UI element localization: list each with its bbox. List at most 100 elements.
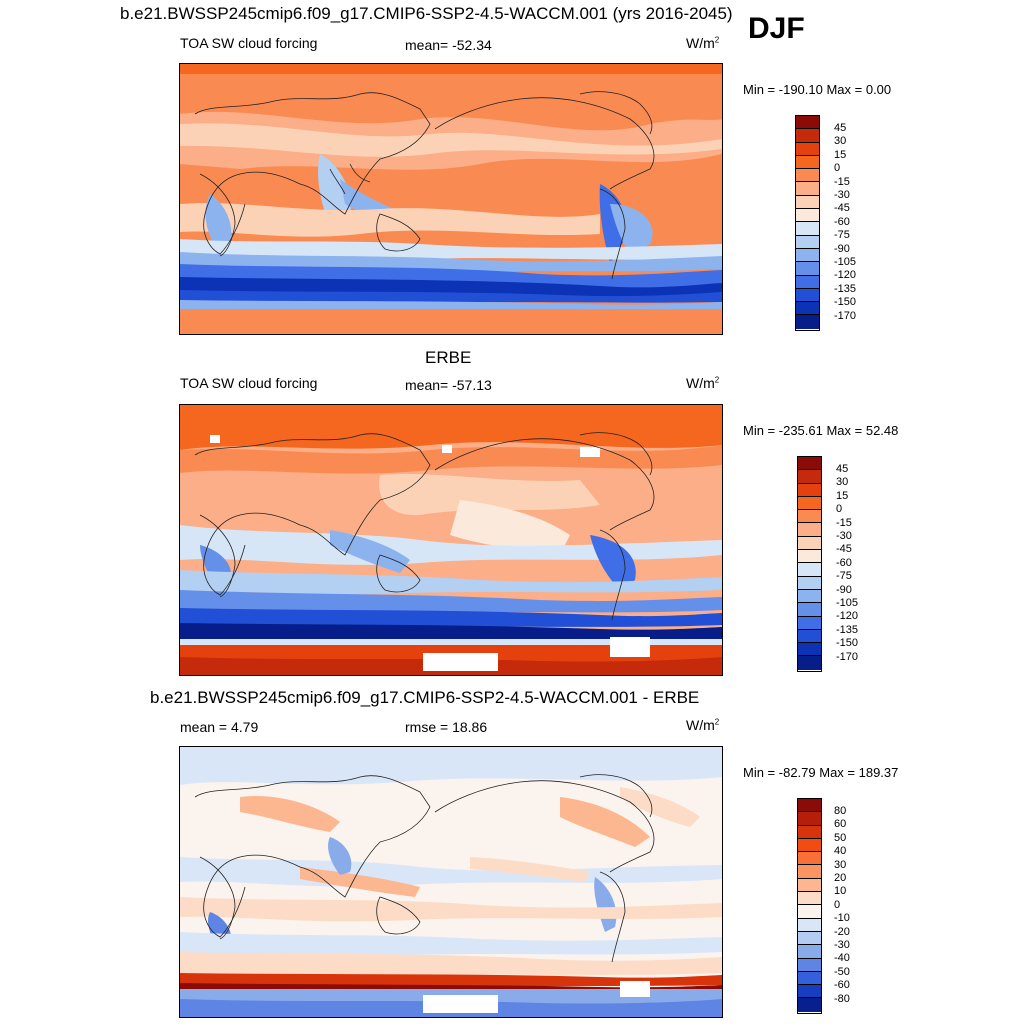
colorbar-tick-label: 45 <box>834 122 847 134</box>
panel2-variable-label: TOA SW cloud forcing <box>180 375 318 391</box>
colorbar-tick-label: -30 <box>834 189 850 201</box>
colorbar-tick-label: 15 <box>834 148 847 161</box>
panel2-units: W/m2 <box>686 375 720 391</box>
panel2-minmax: Min = -235.61 Max = 52.48 <box>743 423 899 438</box>
colorbar-swatch <box>796 302 819 316</box>
colorbar-swatch <box>796 262 819 276</box>
colorbar-swatch <box>798 852 821 866</box>
colorbar-tick-label: -135 <box>834 282 857 295</box>
colorbar-tick-label: -120 <box>836 610 859 623</box>
colorbar-swatch <box>798 563 821 577</box>
colorbar-tick-label: -45 <box>836 543 852 556</box>
panel1-variable-label: TOA SW cloud forcing <box>180 35 318 51</box>
colorbar-swatch <box>796 235 819 249</box>
colorbar-tick-label: -15 <box>834 175 850 188</box>
panel3-title: b.e21.BWSSP245cmip6.f09_g17.CMIP6-SSP2-4… <box>150 688 700 707</box>
colorbar-swatch <box>796 195 819 210</box>
colorbar-tick-label: -45 <box>834 202 850 215</box>
colorbar-tick-label: -50 <box>834 965 850 978</box>
colorbar-swatch <box>798 971 821 986</box>
colorbar-swatch <box>798 918 821 932</box>
panel2-title: ERBE <box>425 348 472 367</box>
colorbar-tick-label: -60 <box>834 215 850 228</box>
colorbar-tick-label: 40 <box>834 845 847 858</box>
colorbar-tick-label: -80 <box>834 992 850 1005</box>
colorbar-tick-label: -105 <box>834 256 857 268</box>
colorbar-tick-label: 50 <box>834 831 847 844</box>
colorbar-swatch <box>796 222 819 236</box>
colorbar-swatch <box>798 892 821 906</box>
colorbar-swatch <box>798 998 821 1012</box>
colorbar-tick-label: -90 <box>836 583 852 596</box>
colorbar-tick-label: -150 <box>834 296 857 309</box>
colorbar-tick-label: 30 <box>834 135 847 148</box>
colorbar-swatch <box>798 825 821 839</box>
colorbar-tick-label: 0 <box>834 162 841 175</box>
colorbar-tick-label: 80 <box>834 805 847 817</box>
colorbar-tick-label: 0 <box>836 503 843 516</box>
colorbar-tick-label: 15 <box>836 489 849 502</box>
colorbar-swatch <box>796 275 819 289</box>
colorbar-tick-label: -75 <box>836 570 852 583</box>
colorbar-swatch <box>798 799 821 813</box>
colorbar-swatch <box>798 523 821 537</box>
colorbar-tick-label: -60 <box>834 979 850 992</box>
colorbar-swatch <box>798 457 821 471</box>
colorbar-tick-label: -60 <box>836 556 852 569</box>
main-title: b.e21.BWSSP245cmip6.f09_g17.CMIP6-SSP2-4… <box>120 4 733 23</box>
colorbar-tick-label: 0 <box>834 898 841 911</box>
colorbar-swatch <box>798 550 821 564</box>
panel2-map-field <box>180 405 722 675</box>
colorbar-swatch <box>798 656 821 670</box>
colorbar-swatch <box>798 629 821 644</box>
colorbar-swatch <box>798 958 821 972</box>
colorbar-swatch <box>796 248 819 263</box>
colorbar-tick-label: -20 <box>834 925 850 938</box>
panel3-mean-label: mean = 4.79 <box>180 719 259 735</box>
panel1-mean-label: mean= -52.34 <box>405 37 492 53</box>
colorbar-swatch <box>798 643 821 657</box>
colorbar-tick-label: -15 <box>836 516 852 529</box>
colorbar-swatch <box>798 931 821 946</box>
panel3-rmse-label: rmse = 18.86 <box>405 719 488 735</box>
colorbar-swatch <box>798 905 821 919</box>
colorbar-swatch <box>798 603 821 617</box>
colorbar-swatch <box>798 838 821 853</box>
colorbar-swatch <box>798 945 821 959</box>
panel2-map <box>179 404 723 676</box>
colorbar-tick-label: -30 <box>834 939 850 951</box>
colorbar-swatch <box>798 812 821 826</box>
colorbar-tick-label: 30 <box>834 858 847 871</box>
colorbar-tick-label: 60 <box>834 818 847 831</box>
colorbar-swatch <box>796 142 819 156</box>
colorbar-tick-label: -120 <box>834 269 857 282</box>
panel1-colorbar <box>795 115 820 331</box>
panel2-mean-label: mean= -57.13 <box>405 377 492 393</box>
colorbar-swatch <box>798 496 821 511</box>
colorbar-tick-label: -105 <box>836 597 859 609</box>
colorbar-tick-label: 45 <box>836 463 849 475</box>
colorbar-swatch <box>798 878 821 893</box>
panel3-map-field <box>180 747 722 1017</box>
colorbar-swatch <box>796 288 819 303</box>
colorbar-tick-label: -10 <box>834 912 850 925</box>
colorbar-tick-label: -40 <box>834 952 850 965</box>
panel2-colorbar <box>797 456 822 672</box>
colorbar-swatch <box>798 536 821 551</box>
colorbar-tick-label: 20 <box>834 872 847 884</box>
colorbar-swatch <box>798 616 821 630</box>
colorbar-swatch <box>796 129 819 143</box>
panel1-map <box>179 63 723 335</box>
colorbar-swatch <box>798 576 821 590</box>
colorbar-swatch <box>798 483 821 497</box>
colorbar-tick-label: 30 <box>836 476 849 489</box>
colorbar-swatch <box>796 209 819 223</box>
panel1-map-field <box>180 64 722 334</box>
colorbar-swatch <box>798 510 821 524</box>
colorbar-tick-label: -75 <box>834 229 850 242</box>
panel3-map <box>179 746 723 1018</box>
colorbar-tick-label: -90 <box>834 242 850 255</box>
colorbar-swatch <box>796 169 819 183</box>
colorbar-swatch <box>798 589 821 604</box>
colorbar-tick-label: -170 <box>834 309 857 322</box>
